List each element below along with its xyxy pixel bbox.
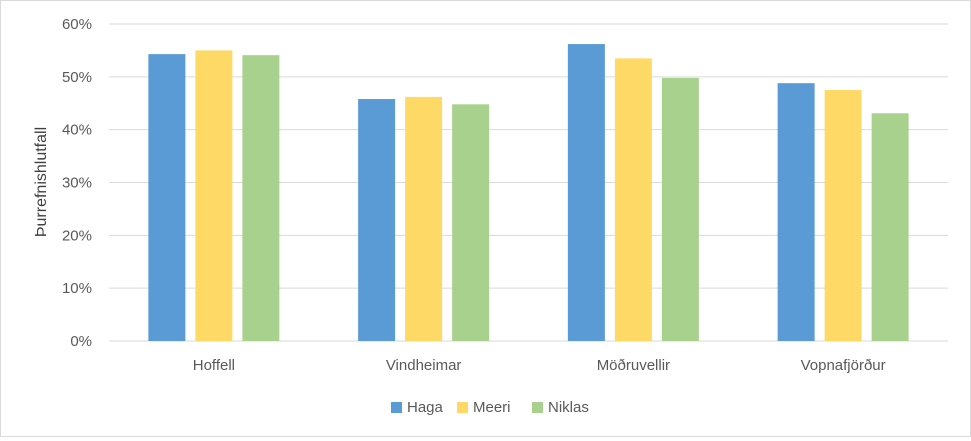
y-tick-label: 10%: [62, 280, 92, 297]
y-tick-label: 0%: [70, 333, 92, 350]
y-axis-ticks: 0% 10% 20% 30% 40% 50% 60%: [62, 16, 92, 350]
legend-label-haga: Haga: [407, 399, 444, 416]
y-tick-label: 40%: [62, 122, 92, 139]
bar-meeri: [195, 50, 233, 342]
y-axis-title: Þurrefnishlutfall: [33, 127, 50, 237]
bar-niklas: [452, 104, 490, 341]
legend-swatch-meeri: [457, 402, 468, 413]
y-tick-label: 30%: [62, 175, 92, 192]
x-category-label: Vindheimar: [386, 357, 462, 374]
x-category-label: Möðruvellir: [597, 357, 670, 374]
legend-label-meeri: Meeri: [473, 399, 511, 416]
legend-swatch-niklas: [532, 402, 543, 413]
x-category-label: Vopnafjörður: [801, 357, 886, 374]
legend-label-niklas: Niklas: [548, 399, 589, 416]
y-tick-label: 60%: [62, 16, 92, 33]
bars: [148, 44, 909, 342]
bar-haga: [567, 44, 605, 342]
bar-haga: [148, 54, 186, 342]
bar-meeri: [614, 58, 652, 341]
gridlines: [109, 23, 948, 342]
x-axis-labels: Hoffell Vindheimar Möðruvellir Vopnafjörður: [193, 357, 886, 374]
legend-swatch-haga: [391, 402, 402, 413]
bar-meeri: [824, 90, 862, 342]
bar-niklas: [871, 113, 909, 341]
legend: Haga Meeri Niklas: [391, 399, 589, 416]
x-category-label: Hoffell: [193, 357, 235, 374]
bar-niklas: [661, 77, 699, 341]
bar-meeri: [405, 96, 443, 341]
bar-haga: [777, 83, 815, 341]
y-tick-label: 20%: [62, 227, 92, 244]
y-tick-label: 50%: [62, 69, 92, 86]
bar-niklas: [242, 55, 280, 342]
bar-haga: [358, 99, 396, 341]
